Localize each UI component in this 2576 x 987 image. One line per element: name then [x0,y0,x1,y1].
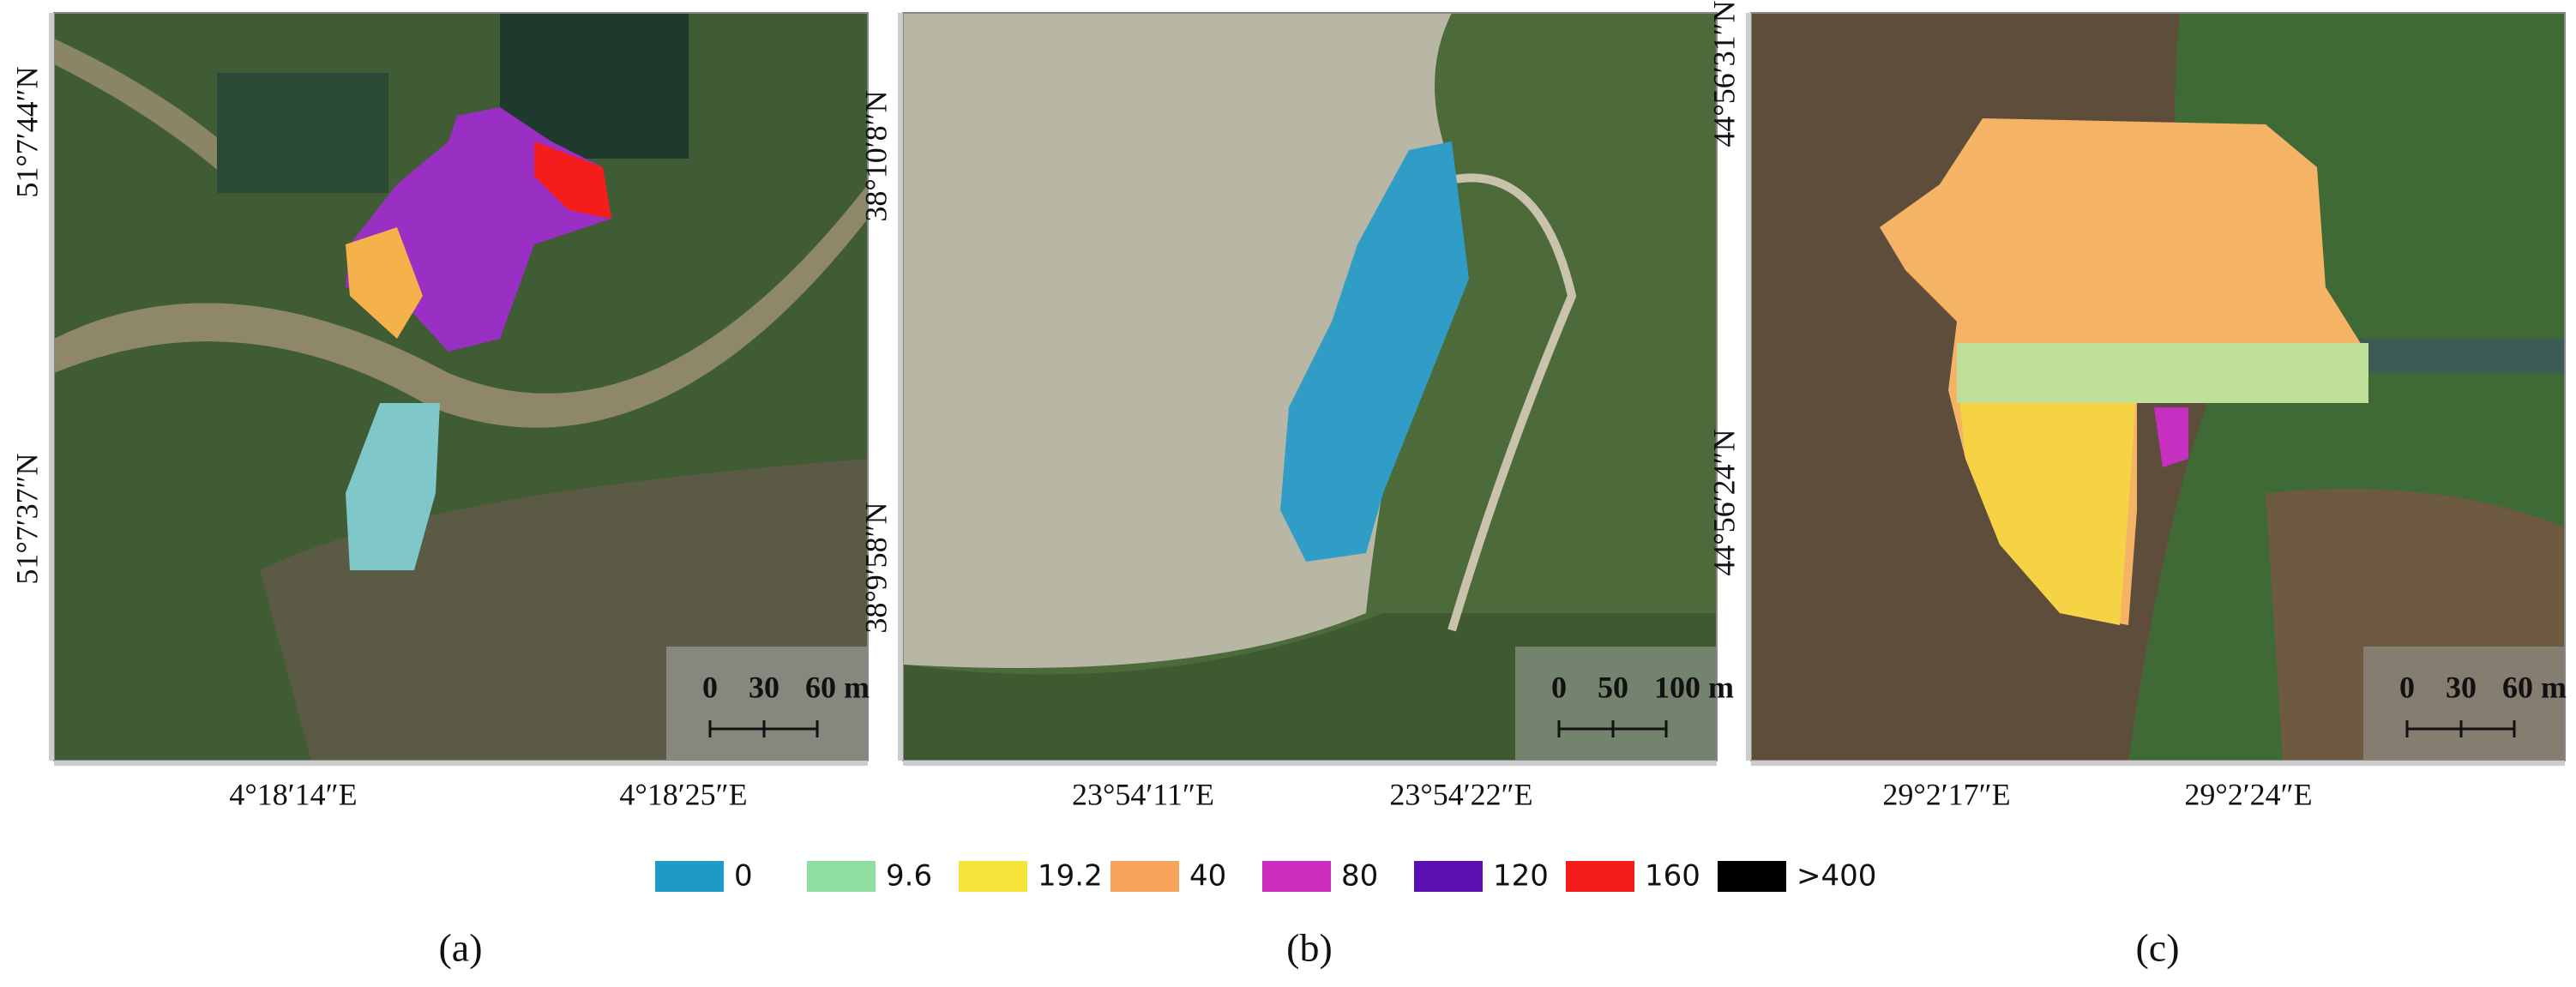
legend-label: 120 [1493,859,1549,894]
axis-bar [54,761,868,766]
scale-label: 50 [1598,670,1628,704]
scale-label: 0 [1551,670,1567,704]
longitude-label: 4°18′25″E [619,777,747,811]
longitude-label: 23°54′11″E [1072,777,1214,811]
caption: (b) [1286,926,1333,970]
latitude-label: 38°9′58″N [858,502,893,633]
legend-swatch [1110,861,1179,892]
axis-bar [903,761,1717,766]
panel-c-map [1751,13,2565,761]
longitude-label: 23°54′22″E [1389,777,1532,811]
latitude-label: 38°10′8″N [858,90,893,221]
legend-label: 0 [734,859,753,894]
legend-label: 160 [1645,859,1700,894]
legend-swatch [1414,861,1483,892]
panel-a-map [54,13,868,761]
scale-label: 0 [702,670,718,704]
latitude-label: 51°7′44″N [9,66,44,197]
legend-label: 9.6 [886,859,932,894]
axis-bar [1751,761,2565,766]
caption: (a) [438,926,482,970]
scale-label: 30 [2446,670,2477,704]
longitude-label: 4°18′14″E [229,777,357,811]
axis-bar [49,13,54,761]
legend-swatch [807,861,876,892]
legend-swatch [1566,861,1634,892]
legend-swatch [1262,861,1331,892]
scale-label: 60 m [2502,670,2567,704]
caption: (c) [2135,926,2179,970]
scale-label: 100 m [1654,670,1734,704]
scale-label: 60 m [805,670,870,704]
legend-swatch [1718,861,1786,892]
legend-label: 40 [1189,859,1226,894]
latitude-label: 44°56′31″N [1706,0,1741,147]
legend-swatch [655,861,724,892]
legend-label: 80 [1341,859,1378,894]
longitude-label: 29°2′24″E [2184,777,2312,811]
scale-label: 0 [2399,670,2415,704]
legend-swatch [959,861,1027,892]
latitude-label: 44°56′24″N [1706,429,1741,575]
axis-bar [898,13,903,761]
scale-label: 30 [749,670,779,704]
panel-b-map [903,13,1717,761]
legend-label: 19.2 [1038,859,1103,894]
latitude-label: 51°7′37″N [9,453,44,584]
axis-bar [1746,13,1751,761]
legend-label: >400 [1797,859,1876,894]
longitude-label: 29°2′17″E [1882,777,2010,811]
